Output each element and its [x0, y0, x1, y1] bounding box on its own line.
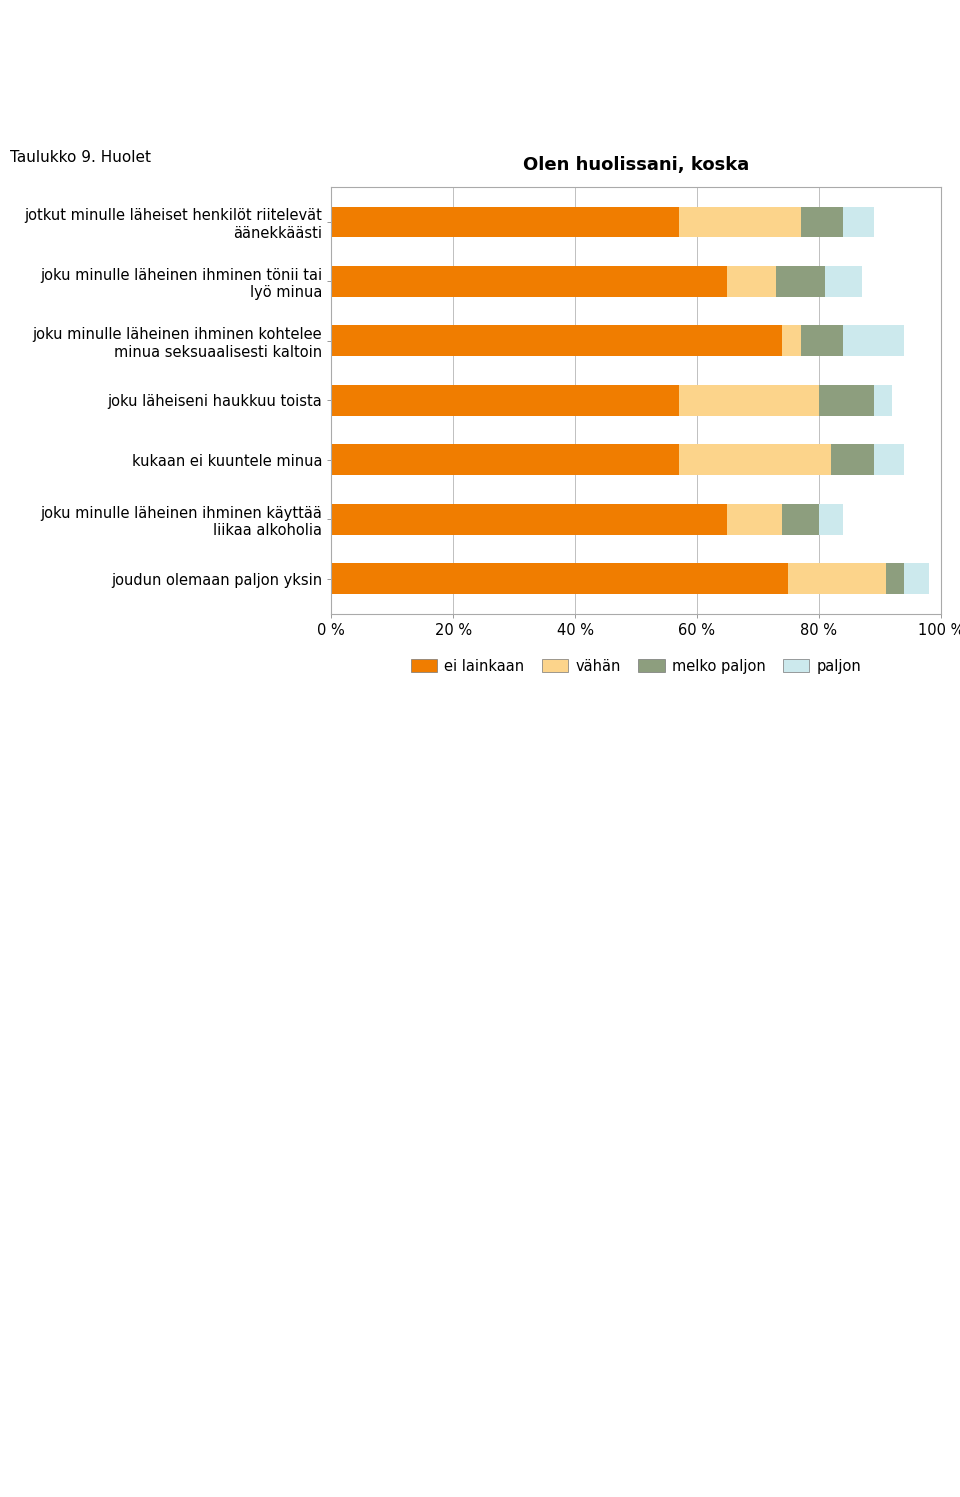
Bar	[777, 266, 825, 296]
Bar	[843, 325, 904, 356]
Bar	[679, 445, 831, 476]
Bar	[801, 325, 843, 356]
Bar	[819, 504, 843, 534]
Bar	[831, 445, 874, 476]
Bar	[904, 563, 928, 594]
Bar	[801, 207, 843, 238]
Bar	[788, 563, 886, 594]
Bar	[331, 504, 728, 534]
Bar	[679, 207, 801, 238]
Bar	[886, 563, 904, 594]
Bar	[819, 385, 874, 416]
Bar	[874, 445, 904, 476]
Bar	[782, 325, 801, 356]
Bar	[331, 266, 728, 296]
Bar	[331, 325, 782, 356]
Bar	[825, 266, 861, 296]
Legend: ei lainkaan, vähän, melko paljon, paljon: ei lainkaan, vähän, melko paljon, paljon	[405, 653, 867, 680]
Bar	[782, 504, 819, 534]
Bar	[331, 207, 679, 238]
Title: Olen huolissani, koska: Olen huolissani, koska	[523, 157, 749, 175]
Text: Taulukko 9. Huolet: Taulukko 9. Huolet	[10, 150, 151, 165]
Bar	[331, 445, 679, 476]
Bar	[331, 563, 788, 594]
Bar	[331, 385, 679, 416]
Bar	[874, 385, 892, 416]
Bar	[728, 504, 782, 534]
Bar	[728, 266, 777, 296]
Bar	[843, 207, 874, 238]
Bar	[679, 385, 819, 416]
